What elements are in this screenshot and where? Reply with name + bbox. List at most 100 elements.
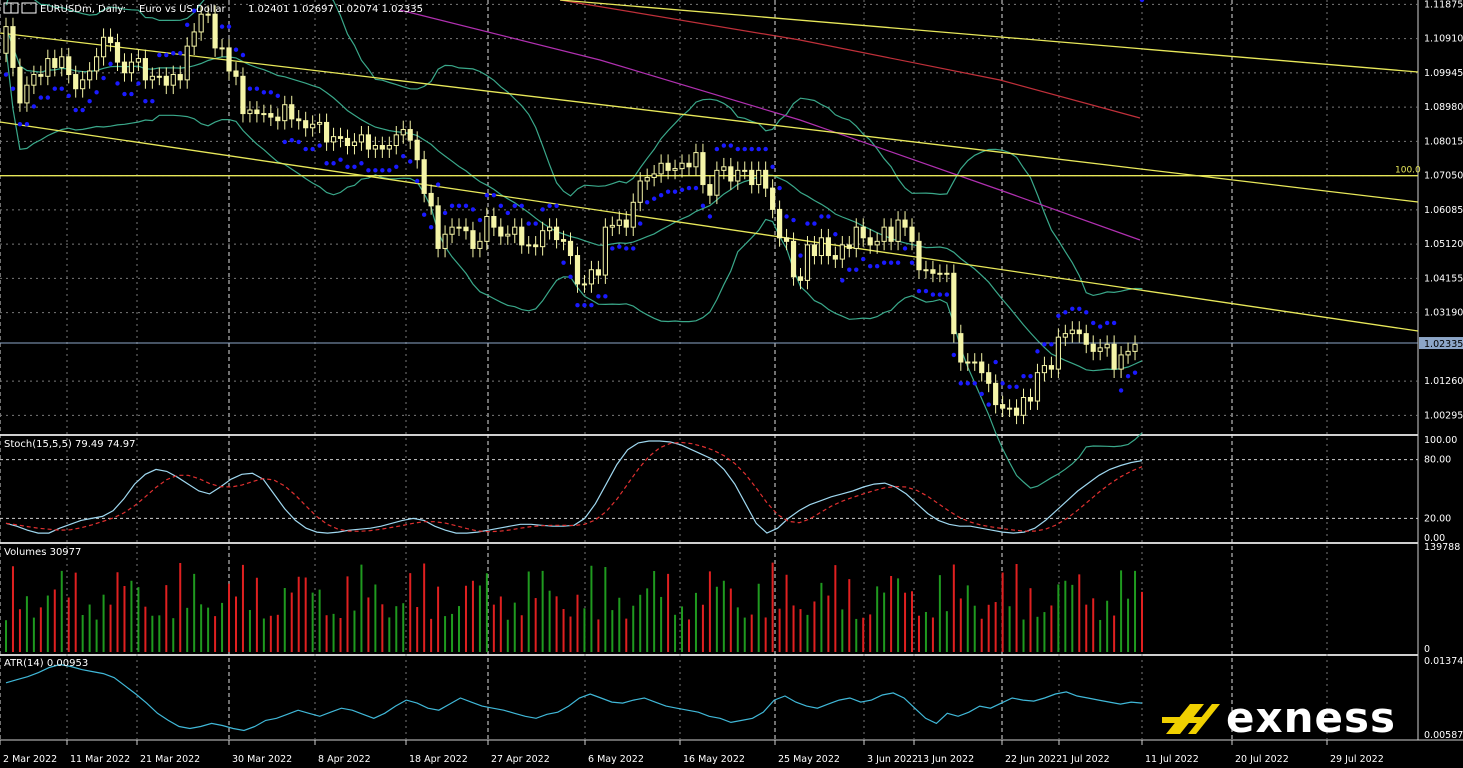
- exness-logo: exness: [1160, 693, 1440, 746]
- sar-dot: [254, 86, 260, 91]
- sar-dot: [693, 185, 699, 191]
- sar-dot: [638, 221, 643, 226]
- pane-separator: [0, 542, 1418, 544]
- candle-body: [1083, 333, 1089, 345]
- sar-dot: [157, 52, 162, 58]
- sar-dot: [756, 146, 761, 152]
- sar-dot: [373, 168, 378, 173]
- candle-body: [66, 56, 72, 76]
- band-lower: [5, 47, 1143, 489]
- band-middle: [5, 26, 1143, 372]
- sar-dot: [993, 359, 998, 365]
- candle-body: [1111, 343, 1117, 370]
- candle-body: [414, 139, 420, 161]
- candle-body: [1090, 343, 1096, 352]
- candle-body: [581, 283, 588, 286]
- candle-body: [400, 129, 406, 136]
- candle-body: [386, 145, 392, 150]
- candle-body: [498, 226, 504, 237]
- sar-dot: [171, 51, 176, 56]
- time-tick-label: 8 Apr 2022: [318, 754, 371, 765]
- sar-dot: [888, 260, 894, 265]
- candle-body: [916, 240, 922, 271]
- candle-body: [372, 145, 378, 150]
- candle-body: [1006, 407, 1013, 410]
- candle-body: [456, 226, 462, 229]
- candle-body: [763, 169, 769, 189]
- sar-dot: [610, 246, 615, 251]
- trendlines: 100.0: [0, 0, 1421, 344]
- sar-dot: [547, 203, 552, 209]
- volume-tick-label: 0: [1424, 644, 1430, 655]
- chart-header: EURUSDm, Daily: Euro vs US Dollar 1.0240…: [3, 2, 423, 15]
- sar-dot: [150, 98, 155, 104]
- sar-dot: [1125, 374, 1131, 379]
- sar-dot: [80, 107, 85, 113]
- sar-dot: [679, 187, 685, 193]
- candle-body: [463, 226, 469, 232]
- candle-body: [282, 104, 288, 122]
- sar-dot: [435, 182, 441, 187]
- sar-dot: [603, 294, 608, 299]
- sar-dot: [909, 260, 915, 265]
- time-tick-label: 11 Mar 2022: [70, 754, 130, 765]
- sar-dot: [707, 214, 713, 219]
- candle-body: [993, 382, 999, 406]
- sar-dot: [261, 90, 267, 95]
- time-tick-label: 18 Apr 2022: [409, 754, 468, 765]
- sar-dot: [414, 178, 420, 184]
- candle-body: [24, 84, 30, 104]
- candle-body: [407, 129, 413, 141]
- candle-body: [38, 74, 44, 77]
- candle-body: [533, 244, 539, 248]
- sar-dot: [303, 146, 308, 152]
- atr-pane: [5, 663, 1143, 732]
- time-tick-label: 21 Mar 2022: [140, 754, 200, 765]
- price-tick-label: 1.08980: [1424, 102, 1463, 113]
- candle-body: [261, 113, 267, 116]
- sar-dot: [247, 86, 253, 91]
- atr-tick-label: 0.00587: [1424, 730, 1463, 741]
- sar-dot: [352, 164, 357, 170]
- candle-body: [323, 121, 330, 143]
- ma-red-line: [559, 0, 1141, 119]
- candle-body: [240, 75, 246, 115]
- stoch-tick-label: 20.00: [1424, 513, 1451, 524]
- candle-body: [797, 276, 804, 281]
- window-icon[interactable]: [21, 2, 37, 14]
- candle-body: [254, 109, 260, 115]
- candle-body: [1097, 347, 1103, 352]
- stoch-tick-label: 100.00: [1424, 435, 1457, 446]
- candle-body: [895, 219, 901, 242]
- candle-body: [428, 192, 434, 207]
- sar-dot: [282, 139, 287, 145]
- candle-body: [100, 36, 107, 58]
- sar-dot: [1132, 370, 1138, 375]
- exness-logo-text: exness: [1226, 693, 1396, 742]
- sar-dot: [944, 292, 950, 297]
- candle-body: [958, 333, 964, 363]
- sar-dot: [644, 200, 650, 205]
- sar-dot: [505, 210, 510, 216]
- candle-body: [602, 226, 608, 276]
- sar-dot: [784, 214, 789, 219]
- sar-dot: [728, 143, 734, 148]
- candle-body: [94, 56, 100, 72]
- sar-dot: [143, 98, 148, 104]
- parabolic-sar: [3, 0, 1145, 407]
- candle-body: [547, 226, 553, 232]
- price-tick-label: 1.07050: [1424, 171, 1463, 182]
- sar-dot: [881, 260, 887, 265]
- sar-dot: [1077, 306, 1082, 311]
- candle-body: [735, 169, 741, 182]
- sar-dot: [456, 203, 462, 209]
- sar-dot: [477, 217, 483, 223]
- sar-dot: [3, 72, 9, 77]
- candle-body: [909, 226, 915, 242]
- sar-dot: [714, 146, 720, 152]
- sar-dot: [387, 168, 392, 173]
- sar-dot: [1021, 374, 1026, 379]
- candle-body: [1132, 343, 1138, 352]
- candle-body: [811, 244, 818, 257]
